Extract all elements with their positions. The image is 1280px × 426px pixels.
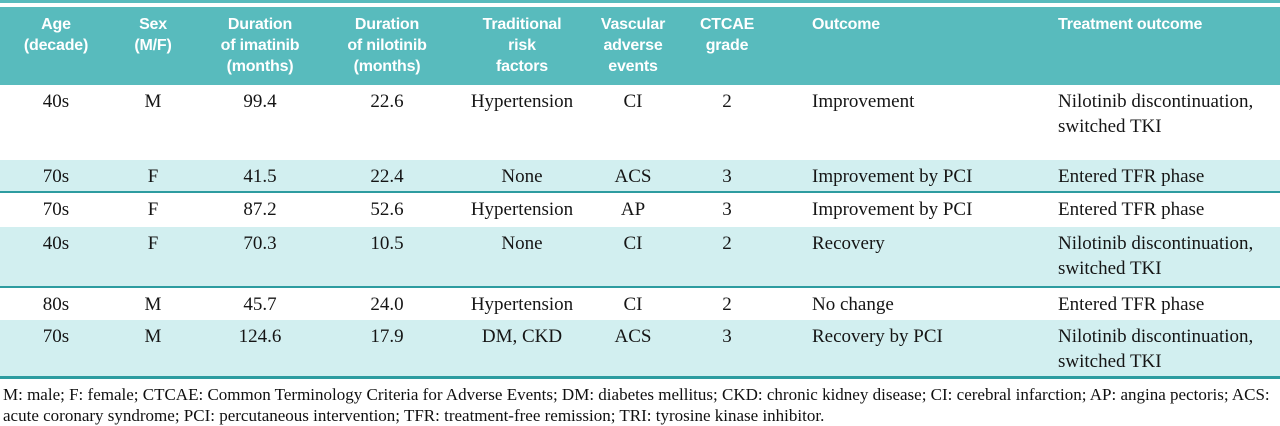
table-cell: CI xyxy=(596,227,670,288)
table-row: 70s M 124.6 17.9 DM, CKD ACS 3 Recovery by PCI N… xyxy=(0,320,1280,376)
table-cell: 70s xyxy=(0,320,112,376)
table-cell: None xyxy=(448,227,596,288)
table-cell: 22.6 xyxy=(326,85,448,160)
table-cell: 99.4 xyxy=(194,85,326,160)
table-cell: Improvement by PCI xyxy=(784,160,1050,193)
table-cell: Nilotinib discontinuation, switched TKI xyxy=(1050,227,1280,288)
table-cell: ACS xyxy=(596,320,670,376)
table-cell: 3 xyxy=(670,160,784,193)
table-cell: 52.6 xyxy=(326,192,448,227)
header-duration-nilotinib: Duration of nilotinib (months) xyxy=(326,7,448,85)
header-age: Age (decade) xyxy=(0,7,112,85)
table-bottom-rule xyxy=(0,376,1280,379)
table-cell: M xyxy=(112,85,194,160)
table-cell: DM, CKD xyxy=(448,320,596,376)
spacer xyxy=(0,3,1280,7)
table-row: 70s F 87.2 52.6 Hypertension AP 3 Improvement b… xyxy=(0,192,1280,227)
table-row: 40s F 70.3 10.5 None CI 2 Recovery Nilotinib dis… xyxy=(0,227,1280,288)
abbreviations-footnote: M: male; F: female; CTCAE: Common Termin… xyxy=(3,385,1270,425)
header-vascular-events: Vascular adverse events xyxy=(596,7,670,85)
table-cell: Hypertension xyxy=(448,85,596,160)
table-cell: 70s xyxy=(0,192,112,227)
table-cell: 80s xyxy=(0,287,112,320)
table-cell: 70s xyxy=(0,160,112,193)
table-cell: 2 xyxy=(670,227,784,288)
table-cell: Recovery xyxy=(784,227,1050,288)
header-risk-factors: Traditional risk factors xyxy=(448,7,596,85)
table-cell: M xyxy=(112,320,194,376)
table-cell: Improvement xyxy=(784,85,1050,160)
patient-characteristics-table: Age (decade) Sex (M/F) Duration of imati… xyxy=(0,7,1280,376)
header-outcome: Outcome xyxy=(784,7,1050,85)
table-top-rule xyxy=(0,0,1280,3)
table-cell: 22.4 xyxy=(326,160,448,193)
table-cell: 87.2 xyxy=(194,192,326,227)
table-cell: ACS xyxy=(596,160,670,193)
table-cell: Hypertension xyxy=(448,287,596,320)
table-cell: None xyxy=(448,160,596,193)
table-cell: Entered TFR phase xyxy=(1050,287,1280,320)
table-cell: 2 xyxy=(670,287,784,320)
table-cell: 3 xyxy=(670,192,784,227)
table-cell: Entered TFR phase xyxy=(1050,192,1280,227)
table-cell: 40s xyxy=(0,227,112,288)
table-row: 70s F 41.5 22.4 None ACS 3 Improvement by PCI En… xyxy=(0,160,1280,193)
table-cell: CI xyxy=(596,287,670,320)
table-cell: AP xyxy=(596,192,670,227)
table-cell: F xyxy=(112,192,194,227)
table-cell: 17.9 xyxy=(326,320,448,376)
header-ctcae-grade: CTCAE grade xyxy=(670,7,784,85)
table-cell: CI xyxy=(596,85,670,160)
table-cell: Recovery by PCI xyxy=(784,320,1050,376)
table-cell: Entered TFR phase xyxy=(1050,160,1280,193)
table-cell: 10.5 xyxy=(326,227,448,288)
table-cell: 70.3 xyxy=(194,227,326,288)
table-row: 40s M 99.4 22.6 Hypertension CI 2 Improvement Ni… xyxy=(0,85,1280,160)
table-cell: 41.5 xyxy=(194,160,326,193)
table-cell: M xyxy=(112,287,194,320)
table-cell: F xyxy=(112,160,194,193)
table-cell: Hypertension xyxy=(448,192,596,227)
table-cell: 24.0 xyxy=(326,287,448,320)
table-header-row: Age (decade) Sex (M/F) Duration of imati… xyxy=(0,7,1280,85)
header-sex: Sex (M/F) xyxy=(112,7,194,85)
table-row: 80s M 45.7 24.0 Hypertension CI 2 No change Ente… xyxy=(0,287,1280,320)
table-cell: Nilotinib discontinuation, switched TKI xyxy=(1050,320,1280,376)
table-body: 40s M 99.4 22.6 Hypertension CI 2 Improvement Ni… xyxy=(0,85,1280,376)
header-duration-imatinib: Duration of imatinib (months) xyxy=(194,7,326,85)
table-cell: 40s xyxy=(0,85,112,160)
table-cell: Improvement by PCI xyxy=(784,192,1050,227)
table-cell: 2 xyxy=(670,85,784,160)
table-cell: 45.7 xyxy=(194,287,326,320)
table-cell: 3 xyxy=(670,320,784,376)
table-cell: 124.6 xyxy=(194,320,326,376)
table-cell: Nilotinib discontinuation, switched TKI xyxy=(1050,85,1280,160)
header-treatment-outcome: Treatment outcome xyxy=(1050,7,1280,85)
table-cell: F xyxy=(112,227,194,288)
table-cell: No change xyxy=(784,287,1050,320)
